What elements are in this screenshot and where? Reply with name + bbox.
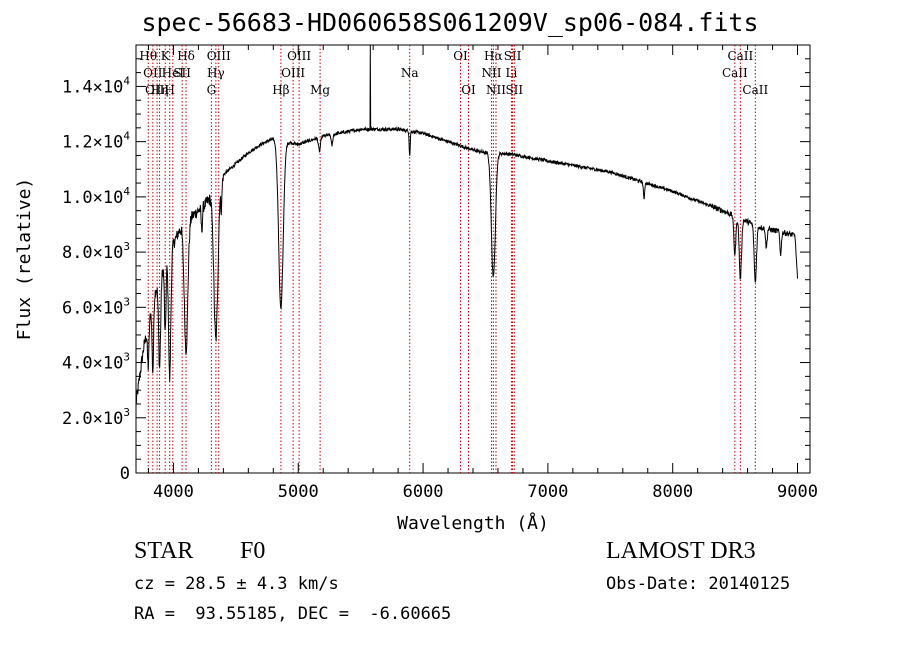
y-tick-label: 6.0×103 — [62, 295, 130, 318]
coordinates-text: RA = 93.55185, DEC = -6.60665 — [134, 604, 452, 624]
line-marker-label: K — [161, 49, 171, 63]
y-tick-label: 0 — [120, 464, 130, 484]
plot-frame — [135, 44, 811, 474]
line-marker-label: Hβ — [272, 83, 289, 97]
x-tick-label: 9000 — [777, 482, 818, 502]
line-marker-label: SII — [504, 49, 522, 63]
line-marker-label: H — [164, 83, 174, 97]
line-marker-label: OIII — [281, 66, 305, 80]
y-tick-label: 1.4×104 — [62, 74, 130, 97]
line-marker-label: OIII — [287, 49, 311, 63]
line-marker-label: Hγ — [207, 66, 225, 80]
object-subclass: F0 — [240, 538, 266, 564]
line-marker-label: CaII — [742, 83, 768, 97]
line-marker-label: Mg — [310, 83, 330, 97]
line-marker-label: HeI — [162, 66, 185, 80]
redshift-text: cz = 28.5 ± 4.3 km/s — [134, 574, 339, 594]
line-marker-label: Li — [506, 66, 518, 80]
line-marker-label: CaII — [727, 49, 753, 63]
line-marker-label: CaII — [722, 66, 748, 80]
x-tick-label: 7000 — [527, 482, 568, 502]
obs-date-text: Obs-Date: 20140125 — [606, 574, 791, 594]
x-tick-label: 6000 — [403, 482, 444, 502]
line-marker-label: Hη — [151, 83, 169, 97]
y-axis-label: Flux (relative) — [14, 178, 35, 341]
line-marker-label: Hδ — [177, 49, 195, 63]
line-marker-label: NII — [481, 66, 501, 80]
x-tick-label: 5000 — [278, 482, 319, 502]
object-class: STAR — [134, 538, 194, 564]
spectrum-line — [135, 44, 798, 405]
line-marker-label: OIII — [145, 83, 169, 97]
chart-title: spec-56683-HD060658S061209V_sp06-084.fit… — [141, 8, 759, 37]
line-marker-label: OII — [143, 66, 163, 80]
line-marker-label: SII — [505, 83, 523, 97]
line-marker-label: OI — [461, 83, 476, 97]
y-tick-label: 2.0×103 — [62, 406, 130, 429]
x-axis-label: Wavelength (Å) — [397, 512, 549, 534]
y-tick-label: 4.0×103 — [62, 351, 130, 374]
x-tick-label: 8000 — [652, 482, 693, 502]
x-tick-label: 4000 — [153, 482, 194, 502]
line-marker-label: OIII — [207, 49, 231, 63]
y-tick-label: 8.0×103 — [62, 240, 130, 263]
line-marker-label: SII — [173, 66, 191, 80]
line-marker-label: G — [207, 83, 217, 97]
survey-name: LAMOST DR3 — [606, 538, 756, 564]
line-marker-label: Na — [401, 66, 419, 80]
y-tick-label: 1.2×104 — [62, 130, 130, 153]
y-tick-label: 1.0×104 — [62, 185, 130, 208]
line-marker-label: OI — [453, 49, 468, 63]
line-marker-label: Hθ — [139, 49, 157, 63]
line-marker-label: NII — [486, 83, 506, 97]
line-marker-label: Hα — [484, 49, 503, 63]
